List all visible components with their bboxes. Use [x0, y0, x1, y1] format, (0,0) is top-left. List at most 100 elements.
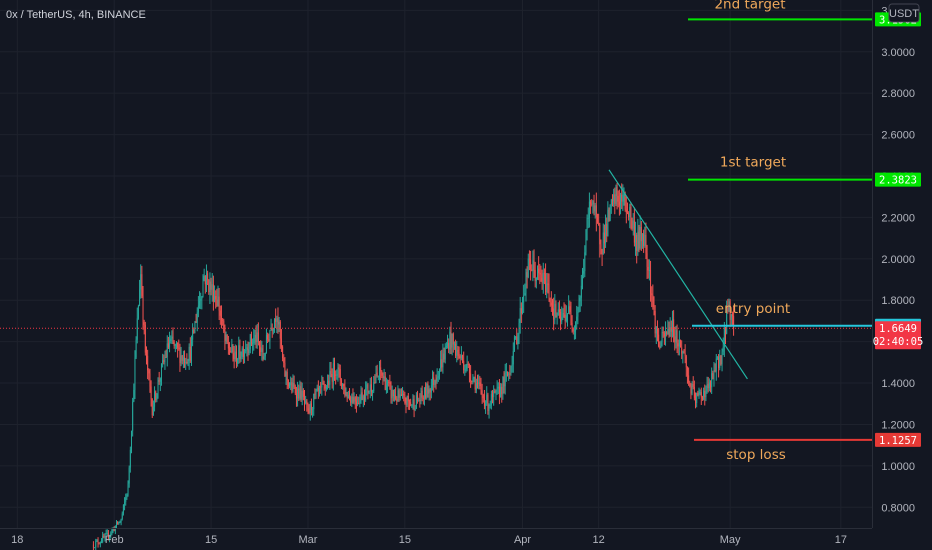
candle-body: [515, 336, 517, 338]
candle-body: [160, 363, 162, 379]
candle-body: [509, 373, 511, 375]
candle-body: [644, 234, 646, 246]
candle-body: [650, 270, 652, 294]
candle-body: [615, 186, 617, 204]
candle-body: [392, 389, 394, 397]
candle-body: [576, 316, 578, 322]
candle-body: [457, 349, 459, 353]
candle-body: [540, 274, 542, 278]
candle-body: [106, 533, 108, 535]
candle-body: [167, 343, 169, 348]
candle-body: [697, 392, 699, 396]
candle-body: [617, 195, 619, 202]
candle-body: [639, 226, 641, 249]
candle-body: [441, 359, 443, 368]
candle-body: [148, 370, 150, 374]
price-tag: [875, 172, 921, 187]
candle-body: [343, 384, 345, 387]
last-price-value: 1.6649: [879, 323, 917, 335]
candle-body: [613, 194, 615, 202]
candle-body: [397, 390, 399, 402]
candle-body: [538, 268, 540, 274]
candle-body: [247, 347, 249, 353]
candle-body: [479, 382, 481, 386]
candle-body: [102, 535, 104, 542]
candle-body: [587, 217, 589, 219]
candle-body: [225, 334, 227, 341]
candle-body: [407, 395, 409, 402]
candle-body: [179, 348, 181, 363]
candle-body: [503, 376, 505, 387]
candle-body: [214, 296, 216, 302]
candle-body: [190, 339, 192, 361]
y-tick-label: 1.4000: [881, 378, 915, 390]
candle-body: [681, 347, 683, 354]
candle-body: [219, 310, 221, 316]
candle-body: [193, 329, 195, 334]
candle-body: [224, 331, 226, 341]
candle-body: [315, 390, 317, 394]
candle-body: [325, 387, 327, 389]
candle-body: [414, 408, 416, 410]
candle-body: [607, 209, 609, 236]
candle-body: [187, 361, 189, 363]
candle-body: [205, 273, 207, 285]
x-tick-label: May: [720, 534, 741, 546]
candle-body: [390, 384, 392, 399]
candle-body: [217, 296, 219, 306]
candle-body: [603, 232, 605, 244]
candle-body: [430, 385, 432, 393]
candle-body: [294, 386, 296, 394]
candle-body: [693, 387, 695, 398]
candle-body: [562, 312, 564, 318]
candle-body: [235, 351, 237, 364]
candle-body: [422, 397, 424, 399]
candle-body: [253, 337, 255, 343]
candle-body: [432, 377, 434, 386]
candle-body: [459, 356, 461, 359]
candle-body: [151, 399, 153, 416]
candle-body: [252, 342, 254, 344]
candle-body: [478, 382, 480, 384]
candle-body: [482, 395, 484, 399]
candle-body: [162, 360, 164, 364]
candle-body: [319, 386, 321, 391]
currency-button[interactable]: USDT: [888, 3, 920, 23]
candle-body: [209, 281, 211, 293]
candle-body: [384, 376, 386, 390]
candle-body: [373, 382, 375, 392]
candle-body: [601, 249, 603, 255]
candle-body: [135, 339, 137, 358]
candle-body: [307, 404, 309, 409]
candle-body: [376, 372, 378, 377]
candle-body: [378, 367, 380, 376]
candle-body: [423, 387, 425, 399]
candle-body: [633, 220, 635, 243]
candle-body: [488, 404, 490, 411]
candle-body: [177, 342, 179, 348]
candle-body: [203, 276, 205, 281]
candle-body: [486, 394, 488, 404]
candle-body: [120, 519, 122, 522]
candle-body: [671, 319, 673, 332]
candle-body: [550, 302, 552, 306]
price-axis[interactable]: 3.20003.00002.80002.60002.40002.20002.00…: [872, 0, 932, 550]
candle-body: [674, 336, 676, 343]
candle-body: [507, 371, 509, 376]
candle-body: [141, 274, 143, 297]
time-axis[interactable]: 18 Feb 15 Mar 15 Apr 12 May 17: [0, 528, 872, 547]
candle-body: [624, 193, 626, 210]
candle-body: [196, 312, 198, 323]
candle-body: [492, 394, 494, 398]
candle-body: [609, 204, 611, 221]
candle-body: [289, 385, 291, 387]
candle-body: [279, 321, 281, 339]
candle-body: [255, 334, 257, 343]
candle-body: [453, 343, 455, 345]
candle-body: [271, 327, 273, 331]
candle-body: [733, 315, 735, 329]
candle-body: [98, 543, 100, 545]
candle-body: [663, 333, 665, 337]
candle-body: [268, 339, 270, 341]
